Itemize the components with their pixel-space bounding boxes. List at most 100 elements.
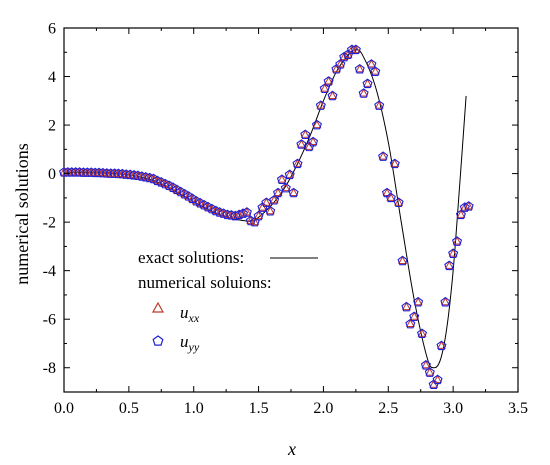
uxx-point xyxy=(440,297,450,306)
uxx-point xyxy=(254,211,264,220)
legend-exact-label: exact solutions: xyxy=(138,248,244,267)
uyy-point xyxy=(405,318,416,329)
plot-frame xyxy=(63,27,519,393)
uxx-point xyxy=(281,183,291,192)
uxx-point xyxy=(374,100,384,109)
uyy-point xyxy=(448,248,459,258)
uyy-point xyxy=(339,51,350,62)
uyy-point xyxy=(436,340,447,351)
uyy-point xyxy=(280,182,291,193)
uyy-point xyxy=(374,100,385,110)
uxx-point xyxy=(370,66,380,75)
y-tick-label: -8 xyxy=(43,360,56,377)
uxx-point xyxy=(386,192,396,201)
x-tick-label: 1.5 xyxy=(249,400,269,417)
uyy-point xyxy=(265,205,276,216)
uyy-point xyxy=(97,167,108,178)
uyy-point xyxy=(288,187,299,198)
uyy-point xyxy=(452,236,463,246)
y-tick-label: 2 xyxy=(48,118,56,135)
uyy-point xyxy=(350,44,361,55)
uyy-point xyxy=(311,119,322,130)
y-tick-label: 6 xyxy=(48,21,56,38)
uyy-point xyxy=(378,151,389,161)
uxx-point xyxy=(300,129,310,138)
uyy-point xyxy=(432,374,443,385)
uyy-point xyxy=(416,328,428,339)
uxx-point xyxy=(316,100,326,109)
uxx-point xyxy=(296,139,306,148)
uyy-point xyxy=(121,169,132,179)
uyy-point xyxy=(413,296,424,307)
uxx-point xyxy=(464,201,474,210)
uxx-point xyxy=(355,64,365,73)
uyy-point xyxy=(327,90,338,101)
legend-numerical-label: numerical soluions: xyxy=(138,273,272,292)
uyy-point xyxy=(300,129,311,140)
uxx-point xyxy=(394,197,404,206)
uxx-point xyxy=(250,217,260,226)
uyy-point xyxy=(420,360,431,370)
legend-uyy-marker xyxy=(152,335,164,346)
uxx-point xyxy=(242,207,252,216)
uyy-point xyxy=(385,192,396,203)
uxx-point xyxy=(425,367,435,376)
uyy-point xyxy=(125,169,136,180)
uyy-point xyxy=(253,210,264,221)
uyy-point xyxy=(389,158,400,169)
uxx-point xyxy=(293,158,302,167)
uyy-point xyxy=(401,301,412,312)
uxx-point xyxy=(366,59,376,68)
uyy-point xyxy=(269,195,280,205)
x-axis-label: x xyxy=(287,439,296,459)
uyy-point xyxy=(397,255,408,266)
uyy-point xyxy=(424,367,435,377)
uyy-point xyxy=(284,169,295,180)
uxx-point xyxy=(444,260,454,269)
y-tick-label: -4 xyxy=(43,263,56,280)
uyy-point xyxy=(319,83,330,93)
y-tick-label: 0 xyxy=(48,166,56,183)
numerical-solution-series xyxy=(58,44,474,389)
uxx-point xyxy=(328,90,337,99)
uxx-point xyxy=(409,311,419,320)
uyy-point xyxy=(366,59,377,69)
uxx-point xyxy=(398,255,408,264)
uyy-point xyxy=(354,63,365,74)
x-tick-label: 3.5 xyxy=(508,400,528,417)
uxx-point xyxy=(456,209,466,218)
axis-ticks: 0.0 0.5 1.0 1.5 2.0 2.5 3.0 3.5 6 4 2 0 -2 -4 -6 -8 xyxy=(43,21,528,418)
legend-uxx-label: uxx xyxy=(180,303,200,325)
uxx-point xyxy=(433,374,443,383)
x-tick-label: 1.0 xyxy=(184,400,204,417)
uyy-point xyxy=(370,66,381,76)
uyy-point xyxy=(308,136,319,147)
uyy-point xyxy=(444,260,455,271)
uxx-point xyxy=(320,83,330,92)
uxx-point xyxy=(417,328,427,337)
legend-uxx-marker xyxy=(151,301,165,313)
uxx-point xyxy=(437,340,446,349)
uyy-point xyxy=(109,168,120,178)
uyy-point xyxy=(455,209,466,220)
uyy-point xyxy=(393,197,404,207)
y-tick-label: -2 xyxy=(43,215,56,232)
uxx-point xyxy=(401,302,411,311)
uyy-point xyxy=(129,170,140,180)
uyy-point xyxy=(335,59,346,69)
uyy-point xyxy=(113,168,124,179)
uyy-point xyxy=(315,100,326,110)
uxx-point xyxy=(405,319,415,328)
x-tick-label: 0.5 xyxy=(119,400,139,417)
uyy-point xyxy=(459,202,470,212)
legend: exact solutions: numerical soluions: uxx… xyxy=(138,248,318,354)
x-tick-label: 3.0 xyxy=(443,400,463,417)
y-axis-label: numerical solutions xyxy=(12,143,32,284)
uyy-point xyxy=(346,44,357,55)
uxx-point xyxy=(359,88,369,97)
x-tick-label: 2.0 xyxy=(313,400,333,417)
uxx-point xyxy=(413,297,423,306)
uyy-point xyxy=(237,208,249,218)
uyy-point xyxy=(362,78,373,89)
